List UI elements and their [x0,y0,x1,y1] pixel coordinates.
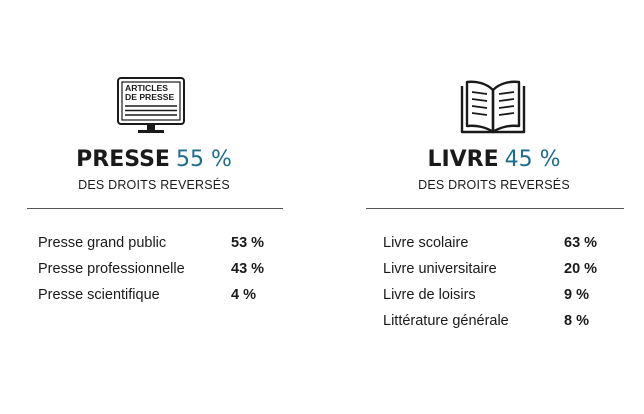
item-label: Presse scientifique [38,287,160,303]
livre-headline: LIVRE 45 % [344,146,644,174]
list-item: Livre de loisirs 9 % [383,282,623,308]
list-item: Presse professionnelle 43 % [38,256,278,282]
presse-title: PRESSE [76,147,170,172]
item-value: 9 % [564,287,589,303]
list-item: Presse scientifique 4 % [38,282,278,308]
divider [27,208,283,209]
list-item: Livre scolaire 63 % [383,230,623,256]
item-label: Livre universitaire [383,261,497,277]
livre-breakdown-list: Livre scolaire 63 % Livre universitaire … [383,230,623,334]
open-book-icon [458,76,528,136]
livre-title: LIVRE [427,147,499,172]
presse-headline: PRESSE 55 % [4,146,304,174]
livre-subtitle: DES DROITS REVERSÉS [418,178,570,192]
icon-line-1: ARTICLES [125,83,168,93]
item-value: 4 % [231,287,256,303]
presse-percent: 55 % [175,147,232,172]
item-value: 53 % [231,235,265,251]
livre-percent: 45 % [504,147,561,172]
list-item: Presse grand public 53 % [38,230,278,256]
item-label: Livre de loisirs [383,287,476,303]
item-value: 8 % [564,313,589,329]
monitor-articles-de-presse-icon: ARTICLES DE PRESSE [116,76,186,136]
icon-line-2: DE PRESSE [125,92,174,102]
item-label: Livre scolaire [383,235,469,251]
item-label: Littérature générale [383,313,509,329]
presse-subtitle: DES DROITS REVERSÉS [78,178,230,192]
item-value: 20 % [564,261,598,277]
item-value: 63 % [564,235,598,251]
item-value: 43 % [231,261,265,277]
presse-breakdown-list: Presse grand public 53 % Presse professi… [38,230,278,308]
item-label: Presse professionnelle [38,261,185,277]
divider [366,208,624,209]
item-label: Presse grand public [38,235,167,251]
list-item: Livre universitaire 20 % [383,256,623,282]
list-item: Littérature générale 8 % [383,308,623,334]
livre-panel: LIVRE 45 % DES DROITS REVERSÉS Livre scol… [344,0,644,414]
presse-panel: ARTICLES DE PRESSE PRESSE 55 % DES DROITS… [0,0,300,414]
